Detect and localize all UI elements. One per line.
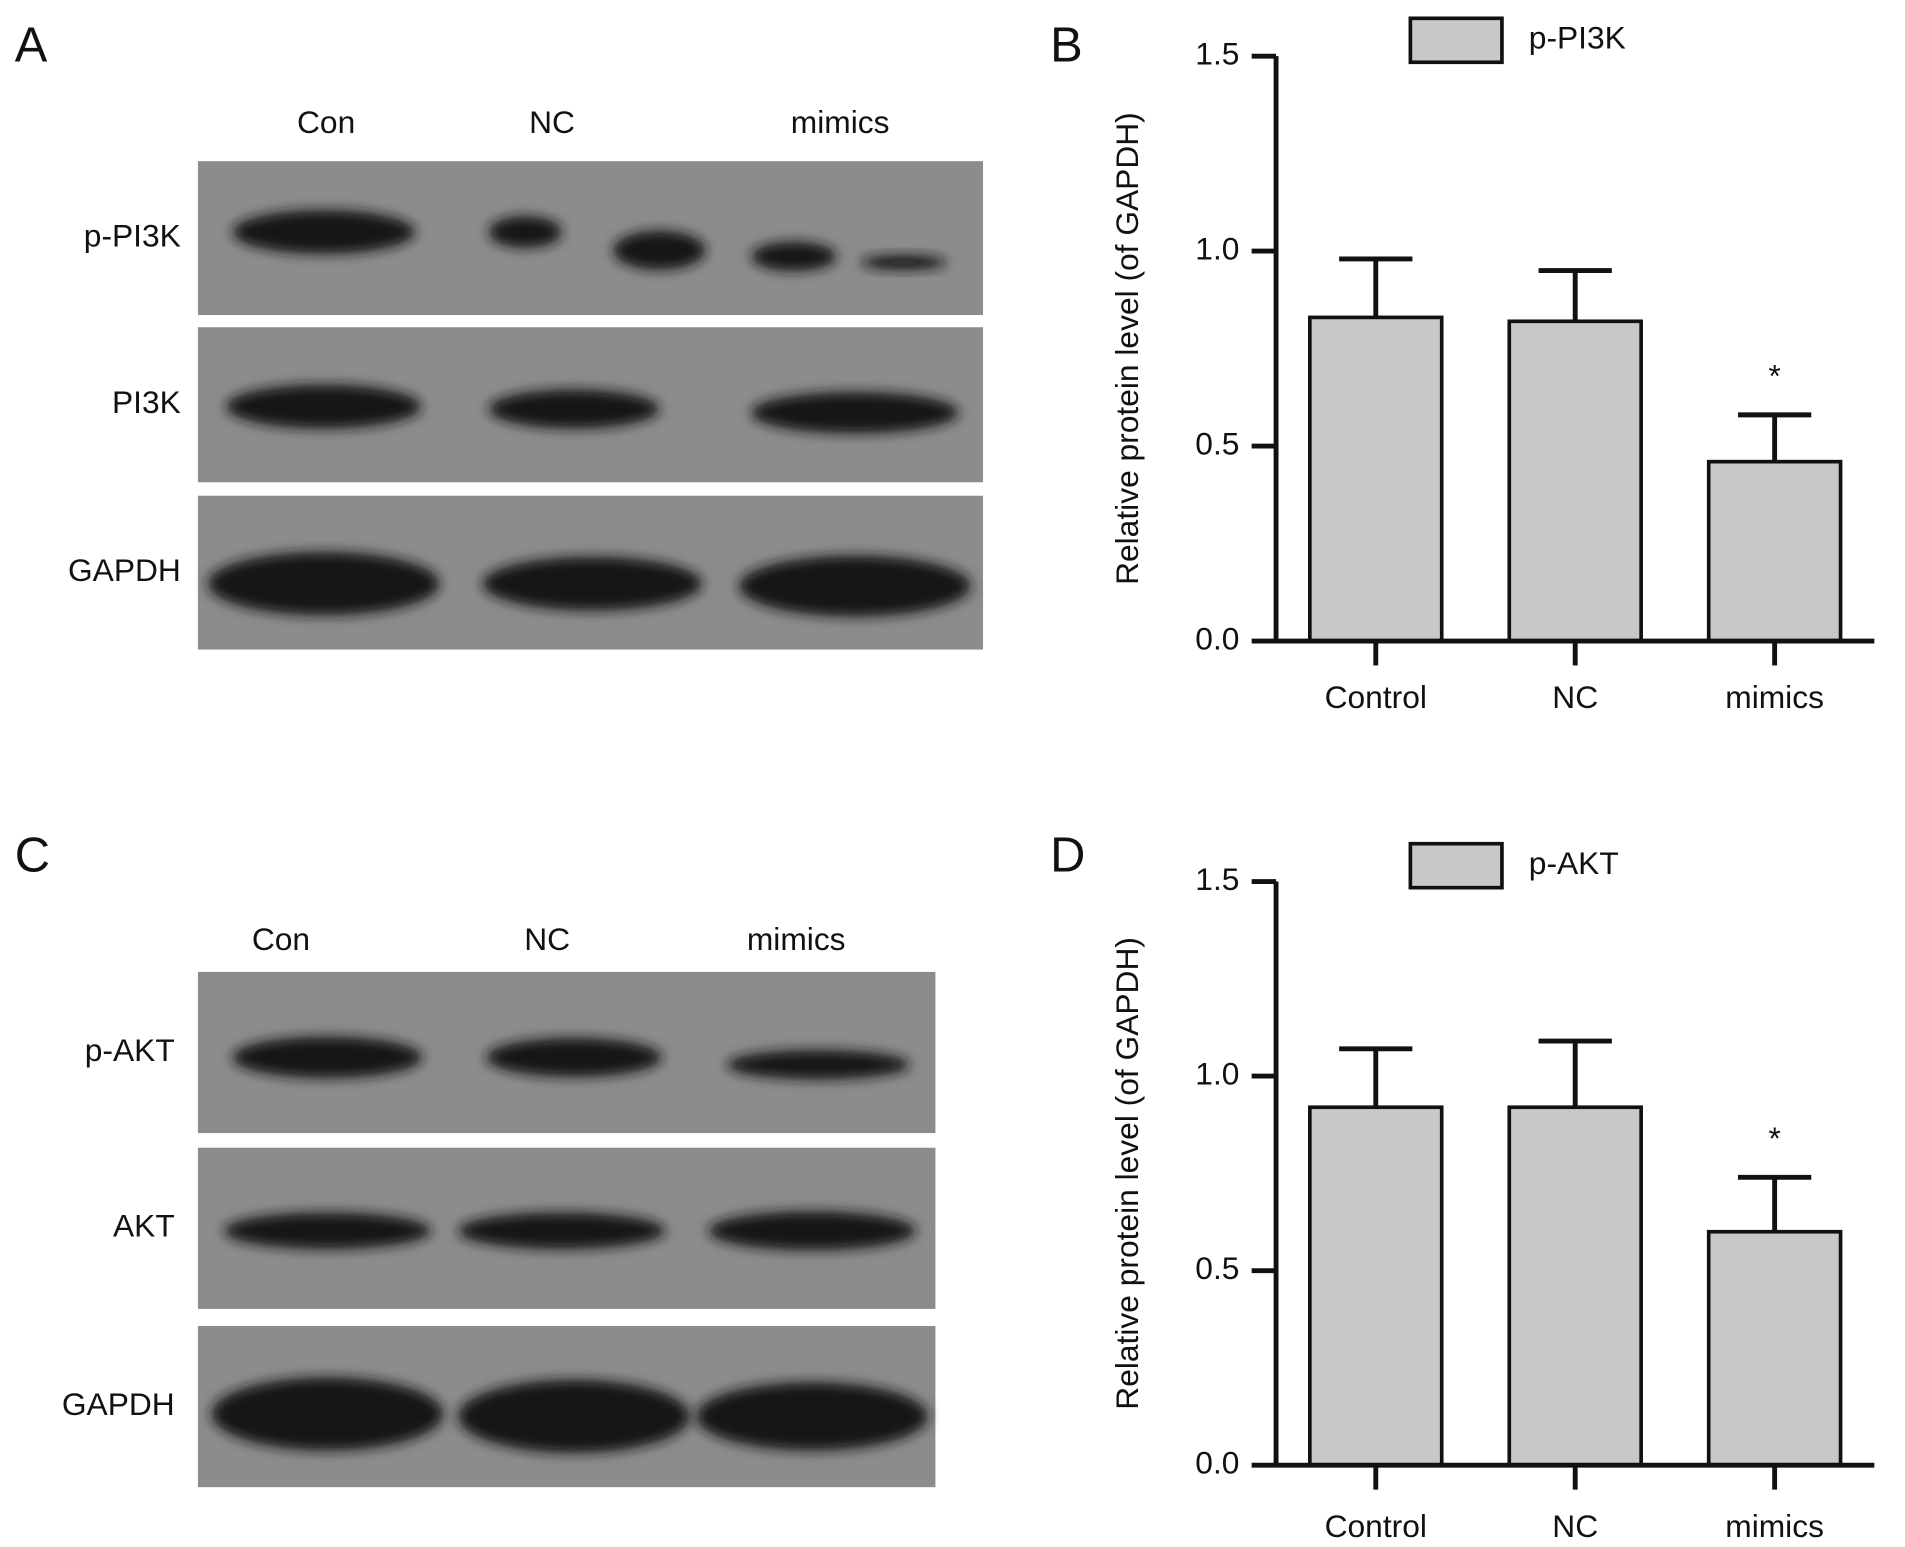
lane-label: Con: [252, 921, 310, 957]
row-label: GAPDH: [62, 1386, 175, 1422]
blot-band: [232, 210, 416, 254]
y-tick-label: 0.0: [1195, 620, 1239, 656]
x-tick-label: NC: [1552, 1508, 1598, 1544]
blot-band: [751, 241, 837, 272]
blot-band: [613, 230, 706, 270]
panel-label: D: [1050, 828, 1085, 882]
blot-band: [232, 1036, 423, 1079]
y-axis-label: Relative protein level (of GAPDH): [1109, 112, 1145, 585]
x-tick-label: Control: [1325, 679, 1427, 715]
bar: [1507, 319, 1643, 643]
lane-label: NC: [524, 921, 570, 957]
legend-swatch: [1408, 841, 1504, 890]
row-label: AKT: [113, 1208, 175, 1244]
y-tick-label: 1.0: [1195, 231, 1239, 267]
blot-band: [488, 216, 562, 248]
blot-band: [696, 1382, 929, 1451]
y-tick-label: 0.5: [1195, 425, 1239, 461]
lane-label: NC: [529, 104, 575, 140]
panel-label: B: [1050, 19, 1083, 73]
blot-band: [457, 1212, 666, 1250]
legend-label: p-PI3K: [1529, 20, 1626, 56]
y-axis-label: Relative protein level (of GAPDH): [1109, 937, 1145, 1410]
x-tick-label: mimics: [1725, 1508, 1824, 1544]
significance-mark: *: [1768, 358, 1780, 394]
lane-label: Con: [297, 104, 355, 140]
blot-band: [726, 1050, 910, 1080]
blot-band: [751, 391, 959, 434]
panel-label: A: [15, 19, 48, 73]
blot-band: [211, 1377, 444, 1451]
blot-band: [488, 389, 660, 429]
row-label: PI3K: [112, 384, 181, 420]
panel-label: C: [15, 828, 50, 882]
row-label: GAPDH: [68, 552, 181, 588]
blot-band: [226, 384, 422, 429]
blot-band: [486, 1037, 662, 1077]
significance-mark: *: [1768, 1120, 1780, 1156]
bar: [1706, 459, 1843, 643]
x-tick-label: mimics: [1725, 679, 1824, 715]
blot-band: [738, 555, 971, 617]
bar: [1308, 315, 1444, 643]
y-tick-label: 1.5: [1195, 861, 1239, 897]
y-tick-label: 0.5: [1195, 1250, 1239, 1286]
row-label: p-PI3K: [84, 217, 181, 253]
row-label: p-AKT: [85, 1032, 175, 1068]
x-tick-label: NC: [1552, 679, 1598, 715]
bar: [1507, 1105, 1643, 1468]
blot-band: [457, 1379, 690, 1453]
blot-band: [860, 255, 947, 270]
legend-label: p-AKT: [1529, 845, 1619, 881]
bar: [1308, 1105, 1444, 1468]
blot-band: [708, 1211, 916, 1251]
lane-label: mimics: [791, 104, 890, 140]
x-tick-label: Control: [1325, 1508, 1427, 1544]
y-tick-label: 0.0: [1195, 1445, 1239, 1481]
lane-label: mimics: [747, 921, 846, 957]
blot-band: [482, 556, 703, 611]
legend-swatch: [1408, 16, 1504, 65]
y-tick-label: 1.5: [1195, 36, 1239, 72]
bar: [1706, 1229, 1843, 1468]
blot-band: [223, 1212, 432, 1250]
y-tick-label: 1.0: [1195, 1055, 1239, 1091]
blot-band: [207, 551, 440, 616]
